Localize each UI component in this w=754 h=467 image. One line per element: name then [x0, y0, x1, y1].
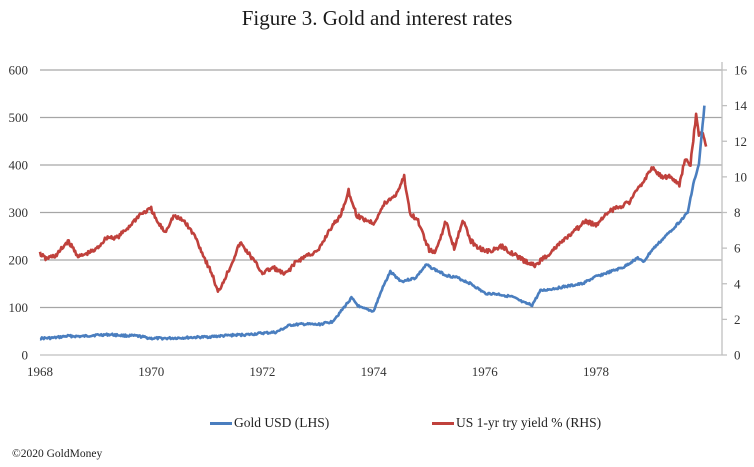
- legend-label-gold: Gold USD (LHS): [234, 415, 330, 430]
- axes: [40, 62, 727, 356]
- y-left-tick-label: 400: [9, 158, 29, 173]
- y-right-tick-label: 14: [734, 98, 748, 113]
- x-axis-labels: 1968 1970 1972 1974 1976 1978: [27, 364, 609, 379]
- series-line-yield: [38, 112, 708, 293]
- legend-item-gold: Gold USD (LHS): [210, 415, 329, 431]
- series-line-gold: [39, 105, 706, 341]
- y-right-tick-label: 2: [734, 312, 741, 327]
- legend-item-yield: US 1-yr try yield % (RHS): [432, 415, 601, 431]
- y-left-tick-label: 300: [9, 205, 29, 220]
- y-right-tick-label: 0: [734, 348, 741, 363]
- y-axis-left-labels: 0 100 200 300 400 500 600: [9, 63, 29, 363]
- x-tick-label: 1972: [249, 364, 275, 379]
- x-tick-label: 1978: [583, 364, 609, 379]
- x-tick-label: 1970: [138, 364, 164, 379]
- y-right-tick-label: 8: [734, 205, 741, 220]
- x-tick-label: 1974: [361, 364, 388, 379]
- legend-swatch-yield: [432, 421, 454, 425]
- y-left-tick-label: 500: [9, 110, 29, 125]
- y-right-tick-label: 12: [734, 134, 747, 149]
- y-left-tick-label: 0: [22, 348, 29, 363]
- y-right-tick-label: 10: [734, 169, 747, 184]
- y-left-tick-label: 600: [9, 63, 29, 78]
- legend: Gold USD (LHS) US 1-yr try yield % (RHS): [0, 415, 754, 435]
- legend-label-yield: US 1-yr try yield % (RHS): [456, 415, 602, 430]
- x-tick-label: 1976: [472, 364, 499, 379]
- y-left-tick-label: 200: [9, 253, 29, 268]
- y-right-tick-label: 4: [734, 276, 741, 291]
- y-right-tick-label: 16: [734, 63, 748, 78]
- x-tick-label: 1968: [27, 364, 53, 379]
- gridlines: [40, 69, 722, 309]
- y-right-tick-label: 6: [734, 241, 741, 256]
- series-lines: [38, 105, 708, 341]
- legend-swatch-gold: [210, 421, 232, 425]
- y-left-tick-label: 100: [9, 300, 29, 315]
- chart-title: Figure 3. Gold and interest rates: [241, 6, 513, 30]
- copyright-notice: ©2020 GoldMoney: [12, 448, 103, 460]
- y-axis-right-labels: 0 2 4 6 8 10 12 14 16: [734, 63, 748, 363]
